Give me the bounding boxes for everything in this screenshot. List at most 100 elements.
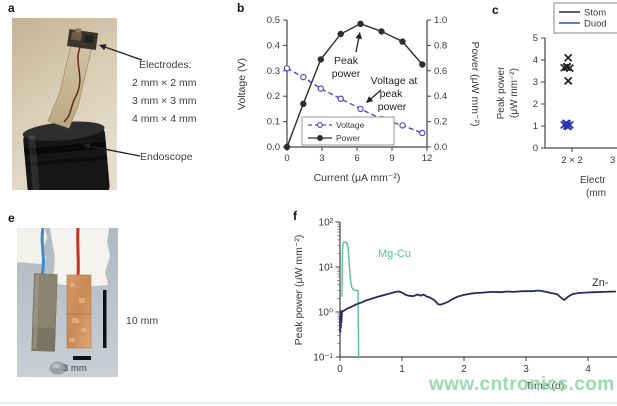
axes-c — [544, 38, 617, 149]
legend-label: Stom — [584, 8, 606, 19]
y-tick-label: 0.6 — [434, 66, 447, 77]
y-tick-label: 0.2 — [267, 91, 280, 102]
series-mg-cu — [341, 241, 360, 358]
electrode-tip — [67, 27, 99, 51]
scale-bar-3mm — [73, 356, 91, 360]
marker-duod — [564, 122, 573, 131]
y-tick-label: 0.1 — [267, 117, 280, 128]
x-tick-label: 3 — [319, 153, 324, 164]
panel-f-chart: 10⁻¹ 10⁰ 10¹ 10² 0 1 2 3 4 Time (d) Peak power (μW… — [293, 218, 617, 392]
marker-power — [419, 61, 426, 68]
page-bottom-divider — [0, 402, 617, 404]
annotation-peak-power: Peak — [334, 55, 359, 67]
x-tick-label: 3 — [523, 364, 529, 375]
y-tick-label: 0.0 — [434, 142, 447, 153]
electrode-wire — [63, 44, 82, 123]
x-tick-label: 1 — [399, 364, 405, 375]
marker-power — [300, 100, 307, 108]
legend-box-b — [301, 116, 395, 146]
marker-power — [317, 56, 325, 63]
y-tick-label: 0.4 — [434, 91, 447, 102]
y-tick-label: 3 — [533, 77, 538, 88]
marker-voltage — [399, 122, 406, 129]
electrode-strip — [47, 38, 94, 129]
panel-a-label: a — [8, 1, 15, 15]
arrow-head — [355, 32, 362, 40]
arrow-line — [369, 89, 382, 101]
annotation-voltage-at-peak: Voltage at — [371, 75, 418, 87]
panel-c-chart: 0 1 2 3 4 5 2 × 2 3 Electr (mm Peak power (μW mm⁻²)… — [496, 2, 617, 199]
series-voltage — [286, 67, 423, 134]
y-axis-title: Peak power — [496, 66, 507, 119]
legend-marker — [317, 135, 323, 141]
marker-voltage — [337, 95, 344, 102]
legend-label: Voltage — [336, 120, 365, 130]
scale-3mm-label: 3 mm — [63, 363, 87, 374]
y-tick-label: 10⁰ — [318, 308, 333, 319]
annotation-voltage-at-peak: power — [378, 101, 407, 113]
foam-right — [49, 228, 111, 288]
electrode-size-2: 3 mm × 3 mm — [132, 95, 197, 107]
panel-b-label: b — [237, 1, 245, 15]
x-tick-label: 4 — [585, 364, 591, 375]
panel-a-arrows — [83, 44, 143, 157]
x-tick-label: 3 — [610, 155, 615, 166]
endoscope-annotation: Endoscope — [140, 151, 193, 163]
series-zn- — [339, 289, 616, 334]
marker-power — [337, 30, 344, 38]
arrow-head — [366, 96, 374, 103]
x-axis-title: Time (d) — [526, 380, 565, 392]
y-tick-label: 10⁻¹ — [313, 353, 333, 364]
blue-wire — [40, 228, 45, 277]
y-axis-title: Peak power (μW mm⁻²) — [293, 235, 305, 346]
panel-f-label: f — [293, 209, 297, 223]
x-tick-label: 9 — [389, 153, 394, 164]
x-tick-label: 0 — [337, 364, 343, 375]
scale-bar-10mm — [103, 290, 107, 348]
arrow-line — [87, 145, 141, 157]
x-tick-label: 0 — [284, 153, 289, 164]
marker-power — [378, 28, 385, 35]
marker-stom — [564, 53, 573, 62]
y-tick-label: 1.0 — [434, 15, 447, 26]
legend-marker — [317, 122, 323, 128]
legend-label: Duod — [584, 19, 607, 30]
panel-a-photo — [12, 18, 117, 190]
x-tick-label: 6 — [354, 153, 359, 164]
x-axis-title: Electr — [580, 175, 606, 186]
panel-b-chart: 0 3 6 9 120.00.10.20.30.40.50.00.20.40.60.81… — [236, 15, 481, 184]
panel-e-label: e — [8, 211, 15, 225]
red-wire — [76, 228, 80, 278]
series-label-zn: Zn- — [592, 277, 609, 289]
y-tick-label: 0.4 — [267, 40, 280, 51]
x-tick-label: 2 × 2 — [561, 155, 582, 166]
arrow-head — [99, 44, 107, 51]
legend-box-c — [553, 2, 617, 34]
y-tick-label: 4 — [533, 55, 538, 66]
x-tick-label: 2 — [461, 364, 467, 375]
scale-10mm-label: 10 mm — [126, 315, 159, 327]
panel-c-label: c — [492, 3, 499, 17]
zinc-electrode — [31, 273, 58, 352]
series-label-mg-cu: Mg-Cu — [378, 248, 411, 260]
electrodes-annotation: Electrodes: 2 mm × 2 mm 3 mm × 3 mm 4 mm… — [132, 56, 196, 128]
marker-voltage — [283, 65, 291, 72]
legend-label: Power — [336, 133, 360, 143]
y-axis-title-right: Power (μW mm⁻²) — [469, 41, 481, 126]
y-axis-title-left: Voltage (V) — [236, 58, 248, 110]
y-tick-label: 0 — [533, 143, 538, 154]
y-axis-title: (μW mm⁻²) — [509, 68, 520, 118]
y-tick-label: 5 — [533, 33, 538, 44]
y-tick-label: 2 — [533, 99, 538, 110]
marker-voltage — [317, 85, 325, 92]
electrode-size-3: 4 mm × 4 mm — [132, 113, 197, 125]
foam-left — [17, 228, 48, 265]
marker-stom — [564, 76, 573, 86]
y-tick-label: 10¹ — [319, 263, 334, 274]
y-tick-label: 10² — [319, 218, 334, 229]
y-tick-label: 0.2 — [434, 117, 447, 128]
pebble-highlight — [52, 363, 60, 369]
y-tick-label: 0.8 — [434, 40, 447, 51]
marker-power — [357, 20, 364, 27]
